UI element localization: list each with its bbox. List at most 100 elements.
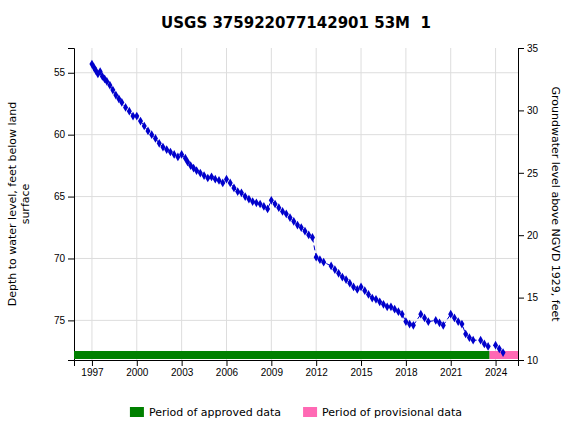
tick-label: 1997 bbox=[81, 367, 104, 378]
axis-line bbox=[75, 361, 519, 367]
tick: 10 bbox=[518, 355, 539, 366]
tick: 20 bbox=[518, 230, 539, 241]
tick-mark bbox=[496, 360, 497, 366]
series-line bbox=[92, 64, 503, 352]
tick-label: 10 bbox=[527, 355, 539, 366]
grid-line bbox=[136, 48, 137, 360]
point bbox=[250, 197, 255, 206]
tick-label: 2024 bbox=[485, 367, 508, 378]
tick-mark bbox=[518, 235, 524, 236]
tick-label: 75 bbox=[54, 315, 66, 326]
point bbox=[138, 117, 143, 126]
legend: Period of approved data Period of provisi… bbox=[130, 406, 462, 419]
tick-label: 2012 bbox=[306, 367, 329, 378]
tick-mark bbox=[137, 360, 138, 366]
tick-label: 2003 bbox=[171, 367, 194, 378]
tick-mark bbox=[518, 173, 524, 174]
tick-mark bbox=[316, 360, 317, 366]
tick: 2006 bbox=[216, 360, 239, 378]
tick-mark bbox=[518, 48, 524, 49]
tick-mark bbox=[518, 360, 524, 361]
grid-line bbox=[495, 48, 496, 360]
tick-label: 65 bbox=[54, 191, 66, 202]
grid-line bbox=[405, 48, 406, 360]
tick-label: 30 bbox=[527, 105, 539, 116]
legend-swatch bbox=[130, 407, 144, 417]
point bbox=[407, 320, 412, 329]
tick-mark bbox=[451, 360, 452, 366]
y-axis-title: Depth to water level, feet below landsur… bbox=[6, 102, 32, 307]
point bbox=[486, 342, 491, 351]
grid-line bbox=[74, 258, 518, 259]
tick: 1997 bbox=[81, 360, 104, 378]
legend-item: Period of provisional data bbox=[303, 406, 462, 419]
tick-label: 15 bbox=[527, 292, 539, 303]
tick-label: 2015 bbox=[350, 367, 373, 378]
tick-mark bbox=[92, 360, 93, 366]
chart: 1997200020032006200920122015201820212024… bbox=[0, 0, 580, 430]
tick-label: 2018 bbox=[395, 367, 418, 378]
point bbox=[400, 310, 405, 319]
tick-mark bbox=[68, 135, 74, 136]
tick: 2009 bbox=[261, 360, 284, 378]
axis: 5560657075 bbox=[54, 49, 75, 361]
point bbox=[265, 205, 270, 214]
tick-label: 2000 bbox=[126, 367, 149, 378]
grid-line bbox=[361, 48, 362, 360]
axis-line bbox=[519, 49, 525, 361]
tick: 2012 bbox=[306, 360, 329, 378]
plot-area bbox=[74, 60, 518, 359]
legend-label: Period of provisional data bbox=[322, 406, 462, 419]
y2-axis-title: Groundwater level above NGVD 1929, feet bbox=[549, 86, 562, 322]
grid-line bbox=[74, 72, 518, 73]
point bbox=[254, 198, 259, 207]
tick-label: 2021 bbox=[440, 367, 463, 378]
tick-label: 2006 bbox=[216, 367, 239, 378]
point bbox=[119, 98, 124, 107]
tick-mark bbox=[182, 360, 183, 366]
point bbox=[459, 320, 464, 329]
tick: 2024 bbox=[485, 360, 508, 378]
point bbox=[153, 134, 158, 143]
point bbox=[134, 112, 139, 121]
tick: 30 bbox=[518, 105, 539, 116]
point bbox=[228, 179, 233, 188]
tick: 2021 bbox=[440, 360, 463, 378]
tick-mark bbox=[518, 298, 524, 299]
tick-mark bbox=[226, 360, 227, 366]
tick-label: 35 bbox=[527, 43, 539, 54]
tick-mark bbox=[271, 360, 272, 366]
grid-line bbox=[226, 48, 227, 360]
tick: 2018 bbox=[395, 360, 418, 378]
tick-label: 60 bbox=[54, 129, 66, 140]
axis-line bbox=[68, 49, 75, 361]
tick-mark bbox=[406, 360, 407, 366]
tick: 65 bbox=[54, 191, 74, 202]
point bbox=[310, 233, 315, 242]
grid-line bbox=[91, 48, 92, 360]
tick: 2015 bbox=[350, 360, 373, 378]
tick-label: 25 bbox=[527, 168, 539, 179]
grid-line bbox=[316, 48, 317, 360]
legend-label: Period of approved data bbox=[149, 406, 281, 419]
tick: 55 bbox=[54, 67, 74, 78]
tick-label: 55 bbox=[54, 67, 66, 78]
tick-label: 20 bbox=[527, 230, 539, 241]
grid-line bbox=[181, 48, 182, 360]
period-bar bbox=[74, 351, 490, 359]
point bbox=[205, 174, 210, 183]
point bbox=[471, 336, 476, 345]
tick: 15 bbox=[518, 292, 539, 303]
point bbox=[441, 321, 446, 330]
tick-mark bbox=[68, 73, 74, 74]
tick: 60 bbox=[54, 129, 74, 140]
tick-mark bbox=[68, 197, 74, 198]
tick-mark bbox=[68, 258, 74, 259]
tick: 75 bbox=[54, 315, 74, 326]
point bbox=[127, 107, 132, 116]
grid bbox=[74, 48, 518, 360]
point bbox=[142, 122, 147, 131]
point bbox=[235, 187, 240, 196]
point bbox=[213, 175, 218, 184]
axis: 35 30 25 20 15 10 bbox=[518, 43, 539, 366]
